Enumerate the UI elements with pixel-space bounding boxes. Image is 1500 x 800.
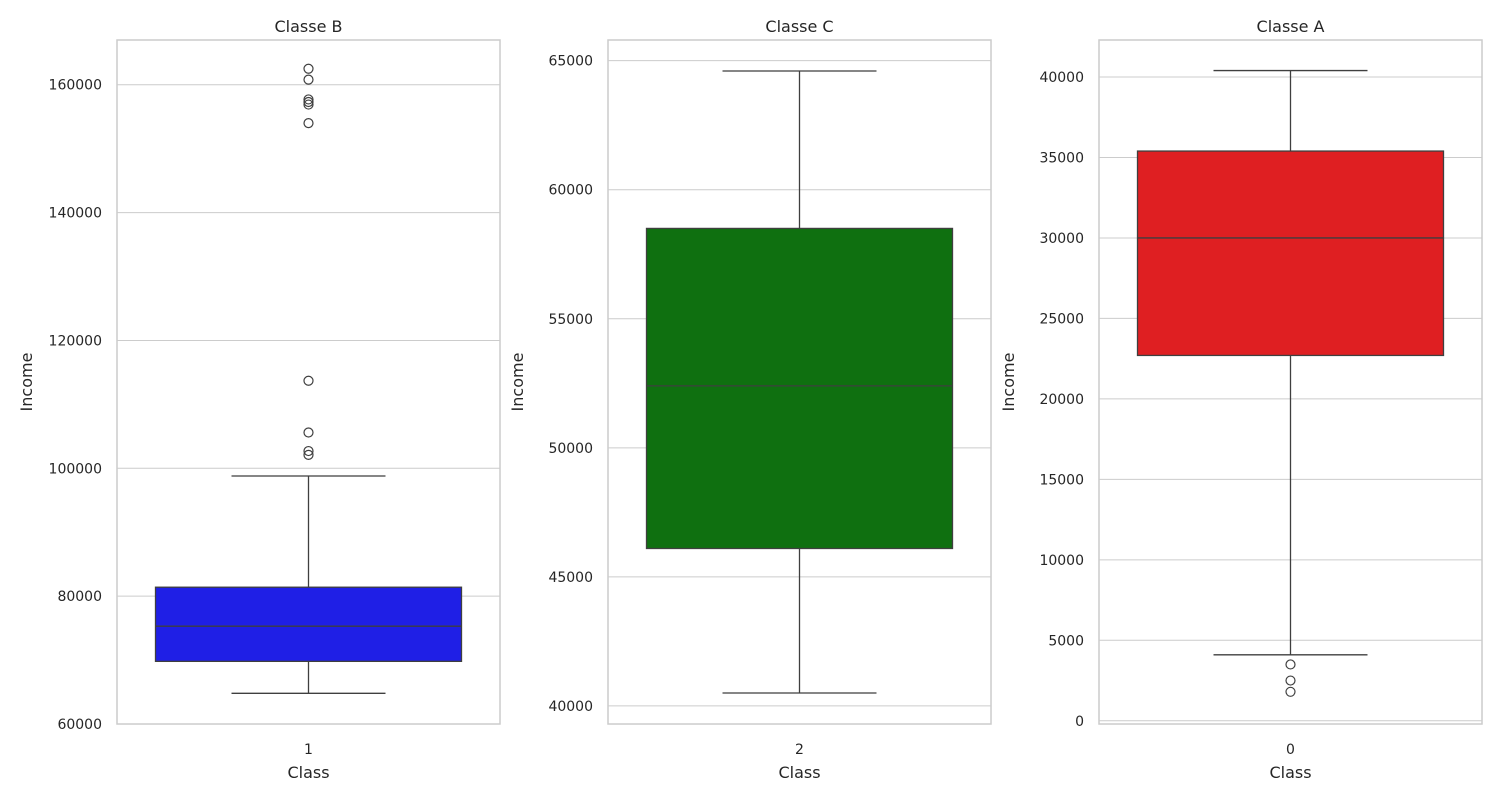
outlier-point — [1285, 675, 1296, 686]
outlier-point — [303, 445, 314, 457]
y-tick-label: 0 — [1075, 714, 1084, 730]
x-tick-label: 1 — [304, 742, 313, 758]
outlier-point — [303, 94, 314, 105]
y-tick-label: 55000 — [548, 312, 593, 328]
panel-title: Classe A — [1257, 17, 1325, 36]
box — [1136, 150, 1445, 357]
outlier-point — [303, 427, 314, 438]
outlier-point — [303, 63, 314, 74]
outlier-point — [303, 96, 314, 108]
y-tick-label: 65000 — [548, 54, 593, 70]
outlier-point — [303, 74, 314, 85]
y-tick-label: 15000 — [1039, 472, 1084, 488]
axes-frame — [607, 39, 992, 725]
outlier-point — [1285, 686, 1296, 697]
outlier-point — [303, 449, 314, 460]
y-tick-label: 120000 — [49, 333, 102, 349]
y-axis-label: Income — [508, 353, 527, 412]
y-tick-label: 100000 — [49, 461, 102, 477]
x-tick-label: 2 — [795, 742, 804, 758]
box — [154, 586, 463, 663]
y-tick-label: 60000 — [57, 717, 102, 733]
y-tick-label: 25000 — [1039, 311, 1084, 327]
y-tick-label: 30000 — [1039, 231, 1084, 247]
box — [645, 227, 954, 550]
y-tick-label: 80000 — [57, 589, 102, 605]
panel-title: Classe B — [275, 17, 343, 36]
y-axis-label: Income — [999, 353, 1018, 412]
panel-classe-a: Classe A Class Income 0 0 5000 10000 15000 2… — [999, 17, 1483, 782]
outlier-point — [1285, 659, 1296, 670]
y-tick-label: 20000 — [1039, 392, 1084, 408]
x-tick-label: 0 — [1286, 742, 1295, 758]
y-tick-label: 40000 — [548, 699, 593, 715]
y-tick-label: 50000 — [548, 441, 593, 457]
y-axis-label: Income — [17, 353, 36, 412]
y-tick-label: 160000 — [49, 78, 102, 94]
x-axis-label: Class — [778, 763, 820, 782]
x-axis-label: Class — [1269, 763, 1311, 782]
axes-frame — [116, 39, 501, 725]
x-axis-label: Class — [287, 763, 329, 782]
panel-classe-c: Classe C Class Income 2 40000 45000 50000 5… — [508, 17, 992, 782]
outlier-point — [303, 99, 314, 110]
y-tick-label: 45000 — [548, 570, 593, 586]
y-tick-label: 5000 — [1048, 633, 1084, 649]
outlier-point — [303, 375, 314, 386]
y-tick-label: 60000 — [548, 183, 593, 199]
y-tick-label: 35000 — [1039, 150, 1084, 166]
axes-frame — [1098, 39, 1483, 725]
y-tick-label: 140000 — [49, 206, 102, 222]
panel-classe-b: Classe B Class Income 1 60000 80000 100000… — [17, 17, 501, 782]
y-tick-label: 10000 — [1039, 553, 1084, 569]
panel-title: Classe C — [765, 17, 833, 36]
y-tick-label: 40000 — [1039, 70, 1084, 86]
outlier-point — [303, 118, 314, 129]
